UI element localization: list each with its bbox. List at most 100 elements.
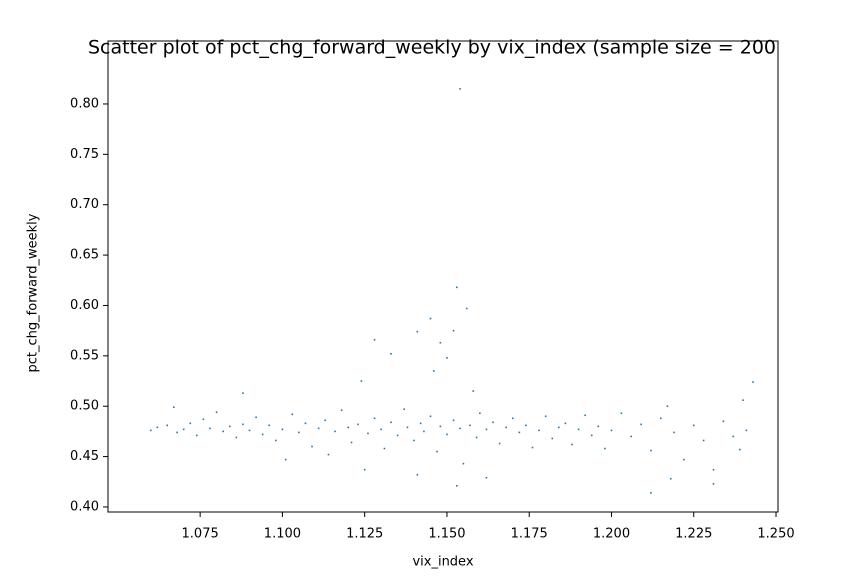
x-tick-label: 1.250 [757, 527, 794, 542]
point [531, 446, 534, 449]
point [551, 437, 554, 440]
point [209, 427, 211, 430]
point [390, 421, 392, 424]
point [196, 434, 198, 437]
point [722, 420, 725, 423]
point [304, 422, 307, 425]
point [475, 436, 478, 439]
point [610, 429, 613, 432]
point [189, 422, 192, 425]
y-tick-label: 0.80 [70, 96, 99, 111]
point [182, 428, 185, 431]
x-tick-label: 1.075 [182, 527, 219, 542]
point [683, 458, 685, 461]
point [429, 317, 432, 320]
point [396, 434, 399, 437]
point [584, 414, 586, 417]
point [222, 430, 224, 433]
point [235, 436, 238, 439]
point [472, 390, 475, 392]
point [456, 286, 458, 289]
point [357, 423, 359, 426]
point [156, 426, 159, 429]
point [462, 462, 465, 465]
point [432, 370, 435, 372]
point [383, 447, 386, 450]
point [403, 408, 405, 411]
point [604, 447, 606, 450]
x-tick-label: 1.175 [511, 527, 548, 542]
point [712, 482, 715, 485]
plot-frame [107, 40, 779, 513]
point [538, 429, 540, 432]
point [459, 88, 461, 90]
point [590, 434, 593, 437]
point [492, 421, 494, 424]
y-tick-label: 0.75 [70, 147, 99, 162]
point [416, 473, 419, 476]
point [446, 357, 448, 359]
point [242, 423, 244, 426]
point [452, 419, 455, 422]
point [248, 429, 251, 432]
point [650, 449, 652, 452]
y-tick-label: 0.45 [70, 449, 99, 464]
y-tick-label: 0.50 [70, 399, 99, 414]
point [620, 412, 623, 415]
point [485, 428, 488, 431]
point [692, 424, 695, 427]
y-tick-label: 0.70 [70, 197, 99, 212]
point [298, 431, 300, 434]
point [518, 431, 521, 434]
point [215, 411, 218, 414]
point [640, 423, 642, 426]
point [511, 417, 514, 420]
x-tick-label: 1.125 [346, 527, 383, 542]
point [261, 433, 264, 436]
point [380, 428, 382, 431]
point [525, 424, 527, 427]
point [173, 406, 175, 409]
point [202, 418, 205, 421]
point [439, 341, 442, 344]
point [452, 329, 455, 332]
point [465, 307, 468, 310]
point [752, 381, 754, 383]
point [176, 431, 178, 434]
y-tick-label: 0.65 [70, 248, 99, 263]
y-axis-label: pct_chg_forward_weekly [26, 213, 41, 372]
point [367, 432, 369, 435]
point [166, 424, 169, 427]
x-tick-label: 1.225 [675, 527, 712, 542]
point [242, 392, 244, 394]
point [564, 422, 567, 425]
point [558, 426, 560, 429]
point [571, 443, 573, 446]
point [416, 330, 419, 333]
point [268, 424, 271, 427]
point [284, 458, 287, 461]
point [630, 435, 633, 438]
point [673, 431, 675, 434]
point [423, 430, 425, 433]
point [340, 409, 343, 412]
point [739, 448, 741, 451]
point [459, 427, 461, 430]
point [291, 413, 294, 416]
point [712, 468, 715, 471]
point [281, 428, 284, 431]
point [255, 416, 257, 419]
point [469, 424, 471, 427]
point [732, 435, 735, 438]
point [413, 439, 415, 442]
point [373, 338, 376, 341]
point [429, 415, 432, 418]
y-tick-label: 0.55 [70, 348, 99, 363]
point [597, 425, 600, 428]
y-tick-label: 0.60 [70, 298, 99, 313]
point [275, 439, 277, 442]
point [347, 426, 350, 429]
y-tick-label: 0.40 [70, 499, 99, 514]
